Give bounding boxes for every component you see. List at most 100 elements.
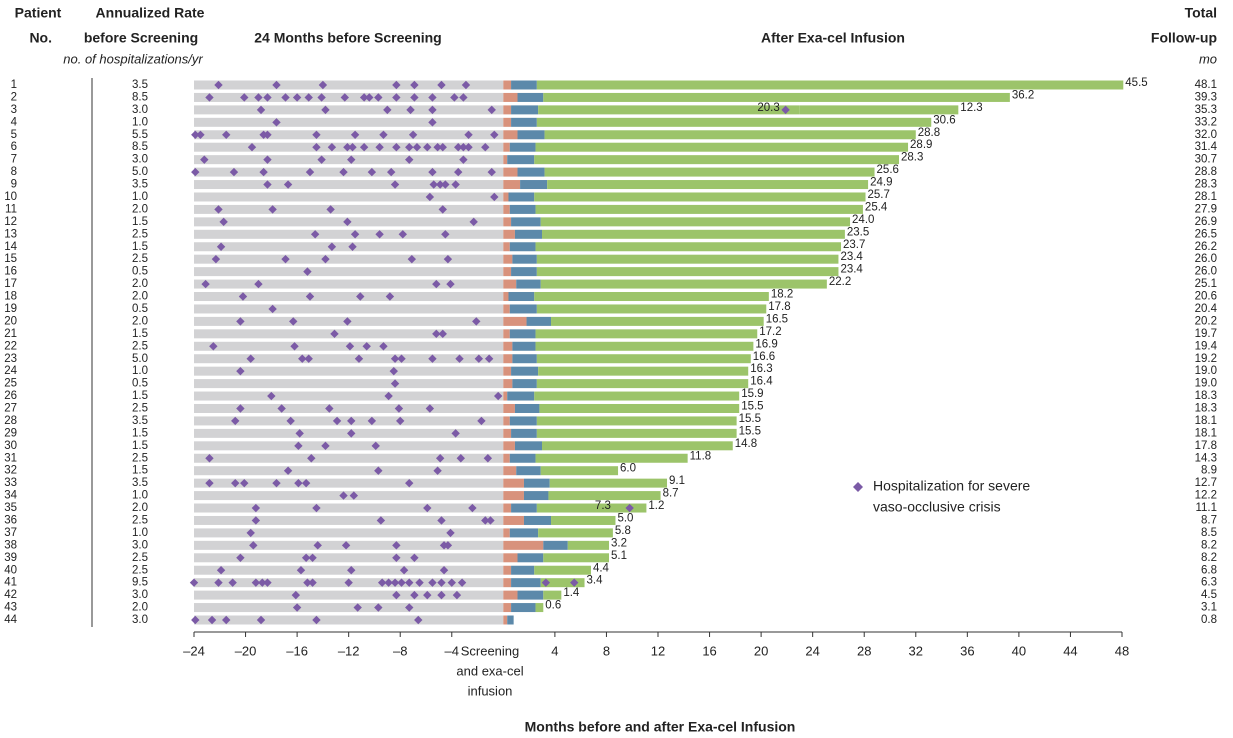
- annualized-rate: 8.5: [132, 141, 148, 153]
- event-marker: [387, 167, 396, 177]
- voc-free-label: 5.1: [611, 550, 627, 562]
- voc-free-bar: [536, 379, 749, 389]
- event-marker: [468, 503, 477, 513]
- infusion-bar: [516, 279, 541, 289]
- voc-free-label: 23.7: [843, 239, 865, 251]
- patient-no: 44: [4, 614, 17, 626]
- voc-free-bar: [549, 478, 668, 488]
- event-marker: [290, 342, 299, 351]
- event-marker: [339, 167, 348, 177]
- annualized-rate: 2.0: [132, 315, 148, 327]
- x-tick-label: –8: [393, 643, 407, 658]
- event-marker: [390, 180, 400, 189]
- infusion-bar: [511, 217, 541, 227]
- event-marker: [396, 416, 405, 426]
- voc-free-bar: [534, 292, 769, 302]
- voc-free-bar: [543, 92, 1010, 102]
- voc-free-label: 16.5: [766, 313, 788, 325]
- event-marker: [429, 180, 438, 189]
- patient-no: 39: [4, 552, 17, 564]
- event-marker: [384, 578, 393, 587]
- patient-no: 1: [11, 79, 17, 91]
- event-marker: [205, 454, 214, 463]
- screening-bar: [503, 229, 515, 239]
- total-follow-up: 25.1: [1195, 278, 1217, 290]
- header: 24 Months before Screening: [254, 30, 441, 46]
- total-follow-up: 17.8: [1195, 440, 1217, 452]
- event-marker: [438, 143, 447, 152]
- screening-bar: [503, 341, 513, 351]
- event-marker: [487, 167, 496, 177]
- event-marker: [428, 118, 437, 127]
- event-marker: [307, 454, 316, 463]
- event-marker: [347, 429, 356, 438]
- legend-label: vaso-occlusive crisis: [873, 499, 1001, 515]
- x-tick-label: 36: [960, 643, 974, 658]
- pre-window: [194, 590, 504, 600]
- event-marker: [240, 478, 249, 488]
- screening-bar: [503, 142, 510, 152]
- event-marker: [362, 342, 371, 351]
- event-marker: [484, 354, 494, 363]
- x-tick-label: –16: [286, 643, 308, 658]
- patient-no: 28: [4, 415, 17, 427]
- event-marker: [461, 80, 471, 90]
- voc-free-label: 28.3: [901, 152, 923, 164]
- event-marker: [367, 416, 377, 426]
- event-marker: [205, 93, 214, 102]
- voc-free-label: 25.6: [877, 164, 899, 176]
- event-marker: [303, 267, 312, 276]
- voc-free-bar: [548, 491, 661, 501]
- event-marker: [399, 566, 409, 575]
- infusion-bar: [511, 578, 541, 588]
- event-marker: [433, 466, 442, 475]
- total-follow-up: 28.3: [1195, 179, 1217, 191]
- event-marker: [428, 167, 437, 177]
- event-marker: [459, 155, 468, 164]
- event-marker: [390, 379, 400, 388]
- event-marker: [216, 566, 226, 575]
- total-follow-up: 39.3: [1195, 91, 1217, 103]
- event-marker: [437, 516, 446, 525]
- event-marker: [236, 366, 245, 376]
- infusion-bar: [517, 92, 544, 102]
- patient-no: 3: [11, 104, 17, 116]
- legend-label: Hospitalization for severe: [873, 478, 1030, 494]
- event-marker: [238, 292, 248, 301]
- voc-free-bar: [540, 578, 585, 588]
- infusion-bar: [523, 515, 552, 525]
- event-marker: [254, 93, 263, 102]
- voc-free-label: 14.8: [735, 438, 757, 450]
- event-marker: [330, 329, 339, 339]
- voc-free-bar: [539, 403, 740, 413]
- event-marker: [249, 541, 258, 550]
- event-marker: [332, 416, 342, 426]
- x-tick-label: –12: [338, 643, 360, 658]
- event-marker: [437, 578, 446, 587]
- event-marker: [389, 366, 398, 376]
- annualized-rate: 1.5: [132, 465, 148, 477]
- infusion-bar: [520, 180, 548, 190]
- pre-window: [194, 254, 504, 264]
- event-marker: [781, 105, 790, 115]
- event-marker: [428, 354, 437, 363]
- voc-free-label: 12.3: [960, 102, 982, 114]
- event-marker: [472, 317, 481, 326]
- event-marker: [374, 93, 383, 102]
- annualized-rate: 0.5: [132, 266, 148, 278]
- event-marker: [343, 317, 352, 326]
- voc-free-bar: [536, 80, 1124, 90]
- event-marker: [377, 578, 387, 587]
- event-marker: [379, 342, 388, 351]
- annualized-rate: 1.0: [132, 490, 148, 502]
- event-marker: [191, 130, 200, 139]
- screening-bar: [503, 180, 521, 190]
- event-marker: [428, 93, 437, 102]
- event-marker: [305, 292, 315, 301]
- event-marker: [397, 354, 406, 363]
- voc-free-label: 24.0: [852, 214, 874, 226]
- voc-free-bar: [536, 304, 767, 314]
- voc-free-label: 16.4: [750, 376, 773, 388]
- event-marker: [246, 528, 255, 538]
- patient-no: 15: [4, 253, 17, 265]
